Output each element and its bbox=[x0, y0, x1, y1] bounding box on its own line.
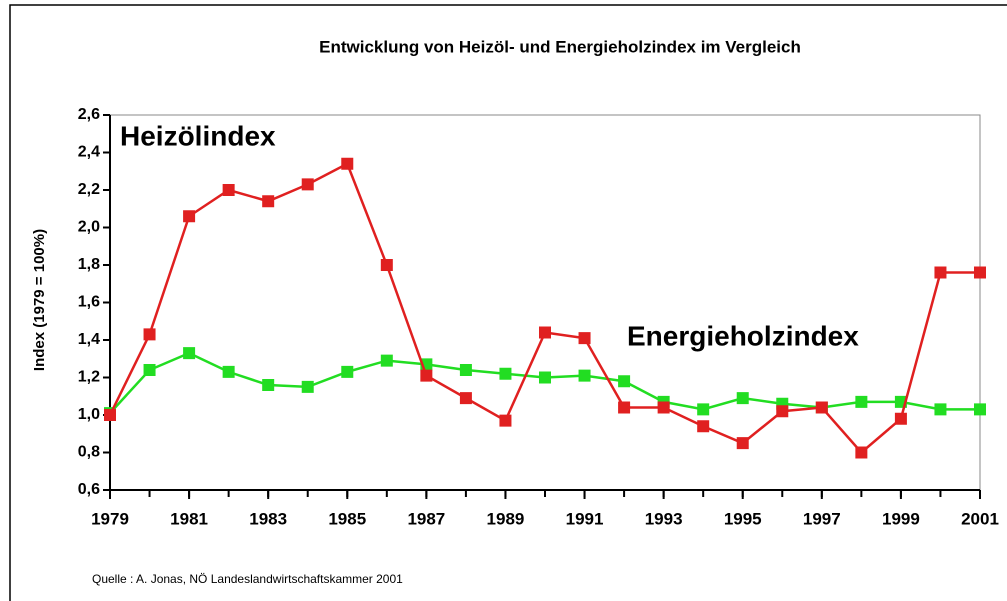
x-tick-label: 1993 bbox=[645, 509, 683, 528]
marker bbox=[855, 446, 868, 459]
marker bbox=[578, 332, 591, 345]
y-tick-label: 1,2 bbox=[78, 369, 100, 386]
marker bbox=[262, 379, 275, 391]
marker bbox=[341, 365, 354, 378]
y-tick-label: 2,0 bbox=[78, 219, 100, 236]
marker bbox=[736, 392, 749, 405]
x-tick-label: 1979 bbox=[91, 509, 129, 528]
marker bbox=[301, 178, 314, 191]
frame bbox=[9, 4, 1007, 601]
y-tick-label: 0,6 bbox=[78, 481, 100, 498]
marker bbox=[262, 195, 275, 208]
marker bbox=[222, 365, 235, 378]
marker bbox=[143, 364, 156, 376]
chart-title: Entwicklung von Heizöl- und Energieholzi… bbox=[319, 37, 801, 56]
marker bbox=[301, 380, 314, 393]
marker bbox=[578, 369, 591, 382]
x-tick-label: 1997 bbox=[803, 509, 841, 528]
marker bbox=[776, 405, 789, 418]
x-tick-label: 1999 bbox=[882, 509, 920, 528]
marker bbox=[539, 326, 551, 339]
y-tick-label: 1,8 bbox=[78, 256, 100, 273]
marker bbox=[974, 403, 986, 416]
marker bbox=[934, 403, 947, 416]
y-tick-label: 1,6 bbox=[78, 294, 100, 311]
marker bbox=[539, 371, 551, 384]
x-tick-label: 1987 bbox=[407, 509, 445, 528]
x-tick-label: 1985 bbox=[328, 509, 366, 528]
marker bbox=[499, 367, 512, 380]
marker bbox=[143, 328, 156, 341]
y-tick-label: 1,4 bbox=[78, 331, 100, 348]
marker bbox=[380, 354, 393, 367]
marker bbox=[341, 157, 354, 170]
y-tick-label: 2,6 bbox=[78, 106, 100, 123]
marker bbox=[815, 401, 828, 414]
marker bbox=[974, 266, 986, 279]
y-tick-label: 0,8 bbox=[78, 444, 100, 461]
y-tick-label: 1,0 bbox=[78, 406, 100, 423]
marker bbox=[618, 375, 631, 388]
marker bbox=[657, 401, 670, 414]
marker bbox=[499, 414, 512, 427]
marker bbox=[459, 392, 472, 405]
y-tick-label: 2,2 bbox=[78, 181, 100, 198]
marker bbox=[380, 259, 393, 271]
x-tick-label: 1981 bbox=[170, 509, 208, 528]
marker bbox=[222, 184, 235, 196]
marker bbox=[104, 409, 116, 421]
marker bbox=[736, 437, 749, 450]
marker bbox=[183, 347, 196, 360]
marker bbox=[697, 403, 710, 416]
marker bbox=[420, 369, 433, 382]
annotation: Energieholzindex bbox=[627, 320, 859, 351]
x-tick-label: 2001 bbox=[961, 509, 999, 528]
marker bbox=[183, 210, 196, 223]
annotation: Heizölindex bbox=[120, 120, 276, 151]
source: Quelle : A. Jonas, NÖ Landeslandwirtscha… bbox=[92, 572, 403, 586]
y-tick-label: 2,4 bbox=[78, 144, 100, 161]
marker bbox=[459, 364, 472, 376]
x-tick-label: 1991 bbox=[566, 509, 604, 528]
y-axis-label: Index (1979 = 100%) bbox=[31, 229, 48, 371]
x-tick-label: 1995 bbox=[724, 509, 762, 528]
marker bbox=[894, 412, 907, 425]
x-tick-label: 1989 bbox=[487, 509, 525, 528]
marker bbox=[618, 401, 631, 414]
marker bbox=[855, 395, 868, 408]
marker bbox=[934, 266, 947, 279]
marker bbox=[697, 420, 710, 433]
x-tick-label: 1983 bbox=[249, 509, 287, 528]
